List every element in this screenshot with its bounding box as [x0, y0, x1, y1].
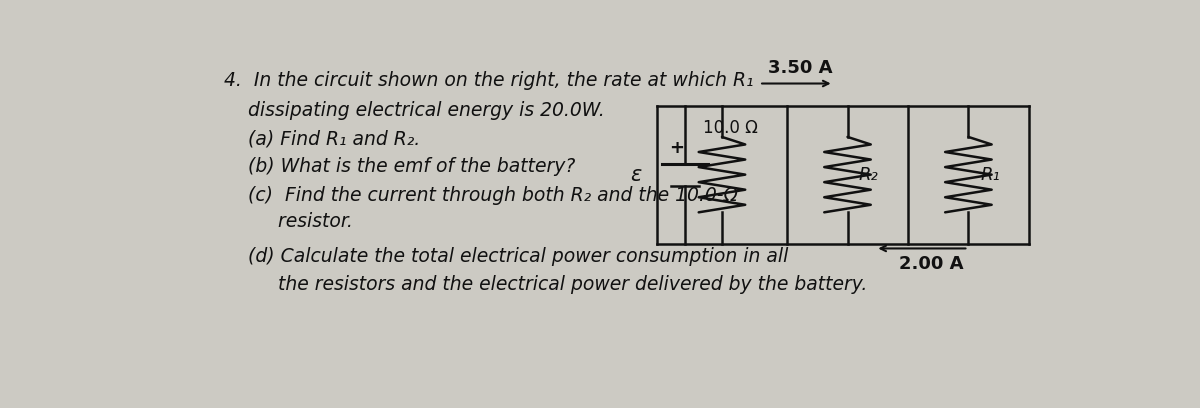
Text: dissipating electrical energy is 20.0W.: dissipating electrical energy is 20.0W.: [224, 101, 605, 120]
Text: +: +: [668, 139, 684, 157]
Text: (a) Find R₁ and R₂.: (a) Find R₁ and R₂.: [224, 129, 421, 148]
Text: R₁: R₁: [980, 166, 1001, 184]
Text: (d) Calculate the total electrical power consumption in all: (d) Calculate the total electrical power…: [224, 247, 788, 266]
Text: (c)  Find the current through both R₂ and the 10.0-Ω: (c) Find the current through both R₂ and…: [224, 186, 738, 205]
Text: the resistors and the electrical power delivered by the battery.: the resistors and the electrical power d…: [224, 275, 868, 294]
Text: 2.00 A: 2.00 A: [899, 255, 964, 273]
Text: 4.  In the circuit shown on the right, the rate at which R₁: 4. In the circuit shown on the right, th…: [224, 71, 754, 90]
Text: resistor.: resistor.: [224, 212, 353, 231]
Text: 3.50 A: 3.50 A: [768, 59, 833, 77]
Text: ε: ε: [630, 164, 641, 185]
Text: 10.0 Ω: 10.0 Ω: [703, 119, 758, 137]
Text: (b) What is the emf of the battery?: (b) What is the emf of the battery?: [224, 157, 576, 176]
Text: R₂: R₂: [859, 166, 878, 184]
